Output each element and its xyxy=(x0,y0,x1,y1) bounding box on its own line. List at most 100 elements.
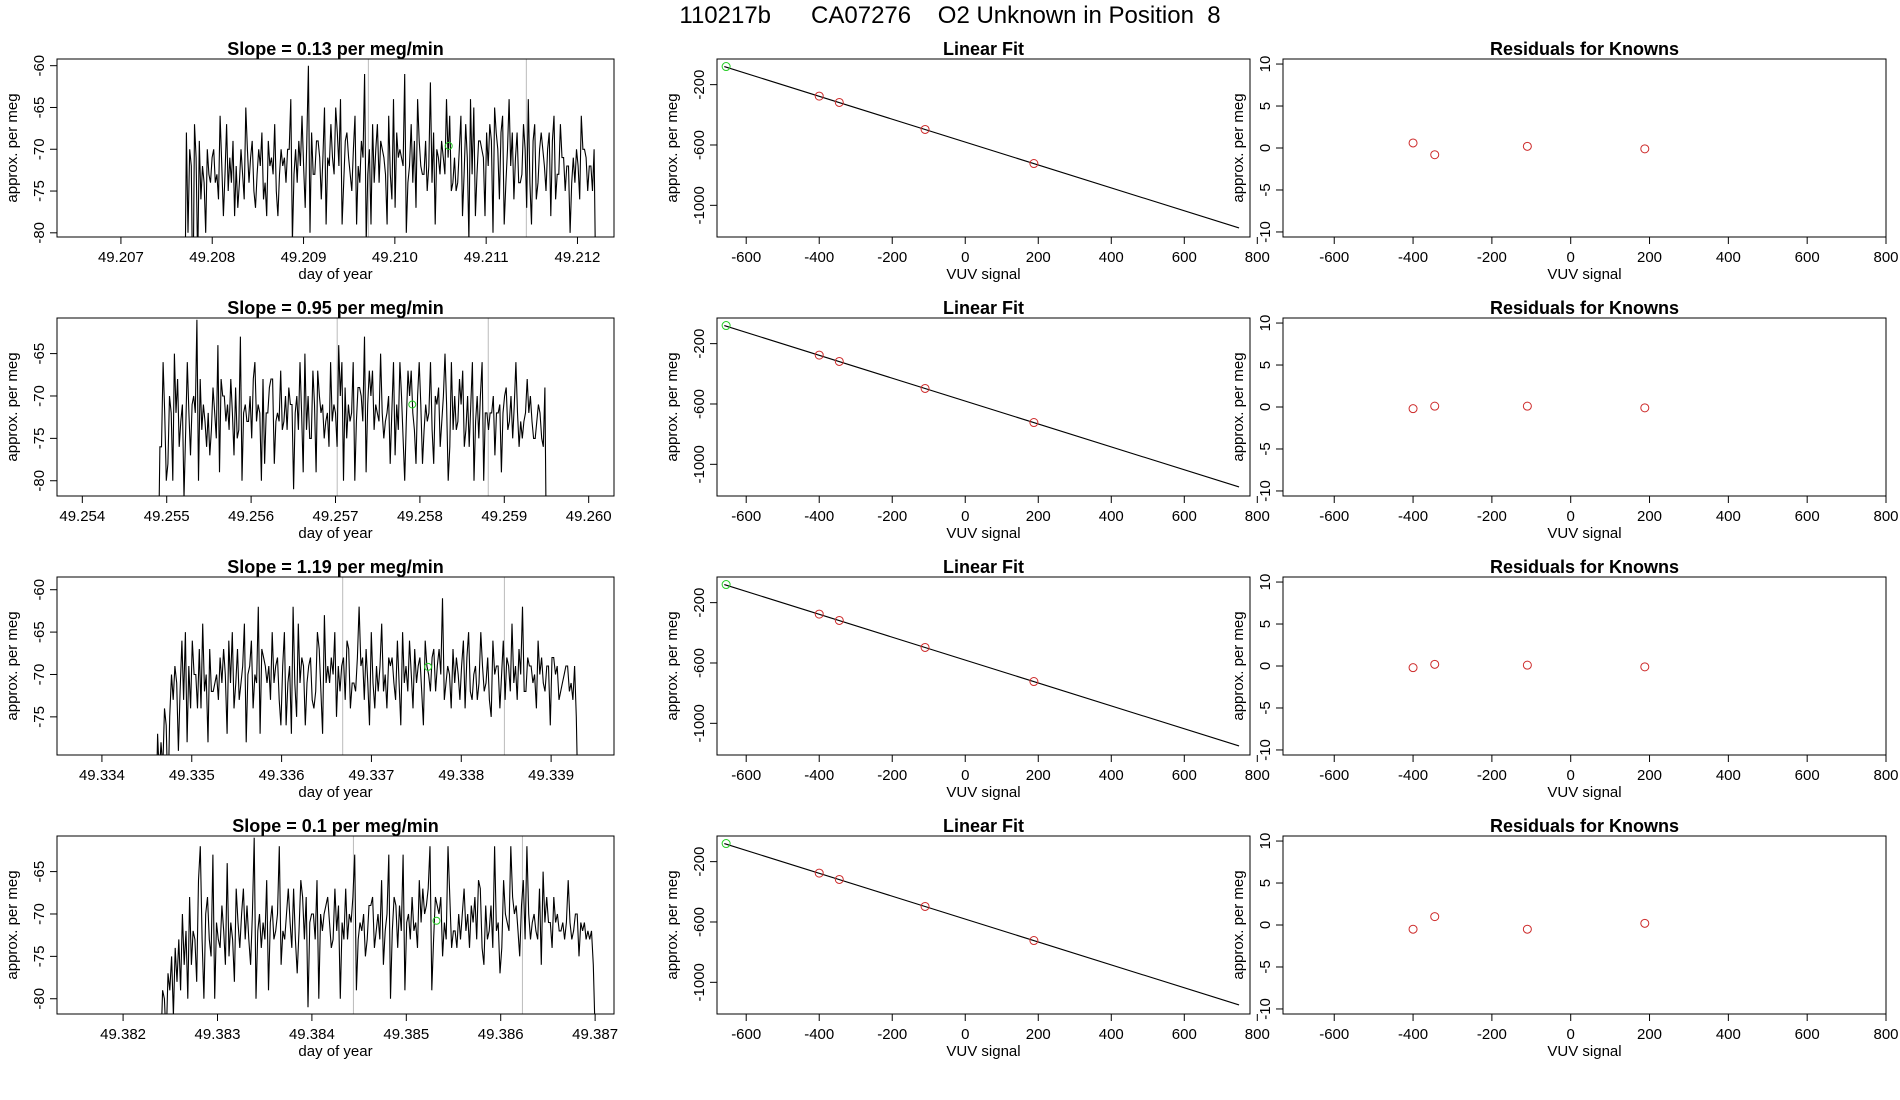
panel-r4-c2: Linear Fit -600 -400 -200 0 200 400 600 800 VUV s… xyxy=(664,816,1270,1060)
x-tick-label: 600 xyxy=(1795,767,1820,784)
known-point xyxy=(1029,418,1039,428)
panel-r3-c3: Residuals for Knowns -600 -400 -200 0 200 400 6… xyxy=(1230,557,1899,801)
y-tick-label: 10 xyxy=(1257,315,1274,332)
unknown-point xyxy=(721,321,731,331)
x-tick-label: -600 xyxy=(731,249,761,266)
y-tick-label: 0 xyxy=(1257,921,1274,929)
y-tick-label: -600 xyxy=(691,389,708,419)
known-point xyxy=(1640,918,1650,928)
x-axis-label: day of year xyxy=(298,525,372,542)
x-tick-label: 0 xyxy=(961,508,969,525)
known-point xyxy=(920,642,930,652)
y-axis-label: approx. per meg xyxy=(664,352,681,461)
x-tick-label: 49.334 xyxy=(79,767,125,784)
unknown-point xyxy=(721,580,731,590)
unknown-point xyxy=(721,62,731,72)
known-point xyxy=(814,868,824,878)
known-point xyxy=(834,356,844,366)
x-tick-label: 49.339 xyxy=(528,767,574,784)
x-tick-label: -600 xyxy=(731,767,761,784)
x-tick-label: 49.210 xyxy=(372,249,418,266)
plot-frame xyxy=(716,317,1251,497)
known-point xyxy=(814,350,824,360)
known-point xyxy=(1029,677,1039,687)
y-tick-label: -600 xyxy=(691,907,708,937)
plot-area xyxy=(1408,912,1650,934)
x-axis-label: day of year xyxy=(298,1043,372,1060)
x-tick-label: 200 xyxy=(1637,767,1662,784)
x-axis-label: VUV signal xyxy=(946,1043,1020,1060)
plot-area xyxy=(721,62,1240,229)
x-tick-label: 200 xyxy=(1637,508,1662,525)
x-tick-label: 0 xyxy=(961,1026,969,1043)
y-tick-label: -600 xyxy=(691,130,708,160)
x-tick-label: 0 xyxy=(1567,508,1575,525)
x-tick-label: 800 xyxy=(1873,249,1898,266)
x-tick-label: 49.258 xyxy=(397,508,443,525)
y-tick-label: -5 xyxy=(1257,960,1274,973)
x-tick-label: 0 xyxy=(1567,767,1575,784)
y-tick-label: 10 xyxy=(1257,574,1274,591)
panel-r1-c2: Linear Fit -600 -400 -200 0 200 400 600 800 VUV s… xyxy=(664,39,1270,283)
known-point xyxy=(1522,141,1532,151)
y-axis-label: approx. per meg xyxy=(4,352,21,461)
x-tick-label: -400 xyxy=(1398,508,1428,525)
x-tick-label: 200 xyxy=(1026,767,1051,784)
known-point xyxy=(814,91,824,101)
x-tick-label: -200 xyxy=(1477,1026,1507,1043)
x-tick-label: 49.256 xyxy=(228,508,274,525)
x-tick-label: -600 xyxy=(731,1026,761,1043)
y-tick-label: -80 xyxy=(31,470,48,492)
y-axis-label: approx. per meg xyxy=(1230,870,1247,979)
x-tick-label: -600 xyxy=(731,508,761,525)
plot-frame xyxy=(56,835,615,1015)
y-tick-label: 5 xyxy=(1257,879,1274,887)
y-tick-label: -75 xyxy=(31,706,48,728)
plot-frame xyxy=(1282,317,1887,497)
y-tick-label: -70 xyxy=(31,664,48,686)
y-tick-label: -65 xyxy=(31,621,48,643)
x-tick-label: -400 xyxy=(804,249,834,266)
known-point xyxy=(1408,663,1418,673)
known-point xyxy=(920,124,930,134)
plot-area xyxy=(1408,138,1650,160)
x-tick-label: 49.260 xyxy=(566,508,612,525)
x-tick-label: 0 xyxy=(961,767,969,784)
x-tick-label: 49.337 xyxy=(348,767,394,784)
y-tick-label: -5 xyxy=(1257,701,1274,714)
x-tick-label: 800 xyxy=(1245,767,1270,784)
x-tick-label: 600 xyxy=(1172,767,1197,784)
x-tick-label: 800 xyxy=(1245,508,1270,525)
known-point xyxy=(1430,150,1440,160)
x-tick-label: 49.385 xyxy=(383,1026,429,1043)
x-tick-label: 800 xyxy=(1873,1026,1898,1043)
x-tick-label: -600 xyxy=(1319,249,1349,266)
y-axis-label: approx. per meg xyxy=(664,870,681,979)
x-tick-label: -400 xyxy=(1398,767,1428,784)
y-tick-label: 0 xyxy=(1257,144,1274,152)
panel-r3-c2: Linear Fit -600 -400 -200 0 200 400 600 800 VUV s… xyxy=(664,557,1270,801)
x-tick-label: -200 xyxy=(1477,249,1507,266)
known-point xyxy=(920,383,930,393)
x-tick-label: 49.259 xyxy=(481,508,527,525)
plot-area xyxy=(721,580,1240,747)
x-tick-label: 200 xyxy=(1026,1026,1051,1043)
y-tick-label: -1000 xyxy=(691,963,708,1001)
known-point xyxy=(1408,138,1418,148)
x-axis-label: day of year xyxy=(298,266,372,283)
y-axis-label: approx. per meg xyxy=(1230,93,1247,202)
x-tick-label: 600 xyxy=(1795,508,1820,525)
y-tick-label: -10 xyxy=(1257,480,1274,502)
y-tick-label: 0 xyxy=(1257,403,1274,411)
fit-line xyxy=(724,66,1240,229)
y-tick-label: -70 xyxy=(31,385,48,407)
panel-title: Residuals for Knowns xyxy=(1490,298,1679,318)
plot-frame xyxy=(1282,576,1887,756)
panel-r2-c1: Slope = 0.95 per meg/min 49.254 49.255 49.2… xyxy=(4,298,615,542)
y-tick-label: 10 xyxy=(1257,56,1274,73)
known-point xyxy=(1430,659,1440,669)
x-tick-label: 49.257 xyxy=(313,508,359,525)
x-tick-label: 49.207 xyxy=(98,249,144,266)
x-tick-label: -400 xyxy=(1398,249,1428,266)
x-axis-label: VUV signal xyxy=(1547,266,1621,283)
